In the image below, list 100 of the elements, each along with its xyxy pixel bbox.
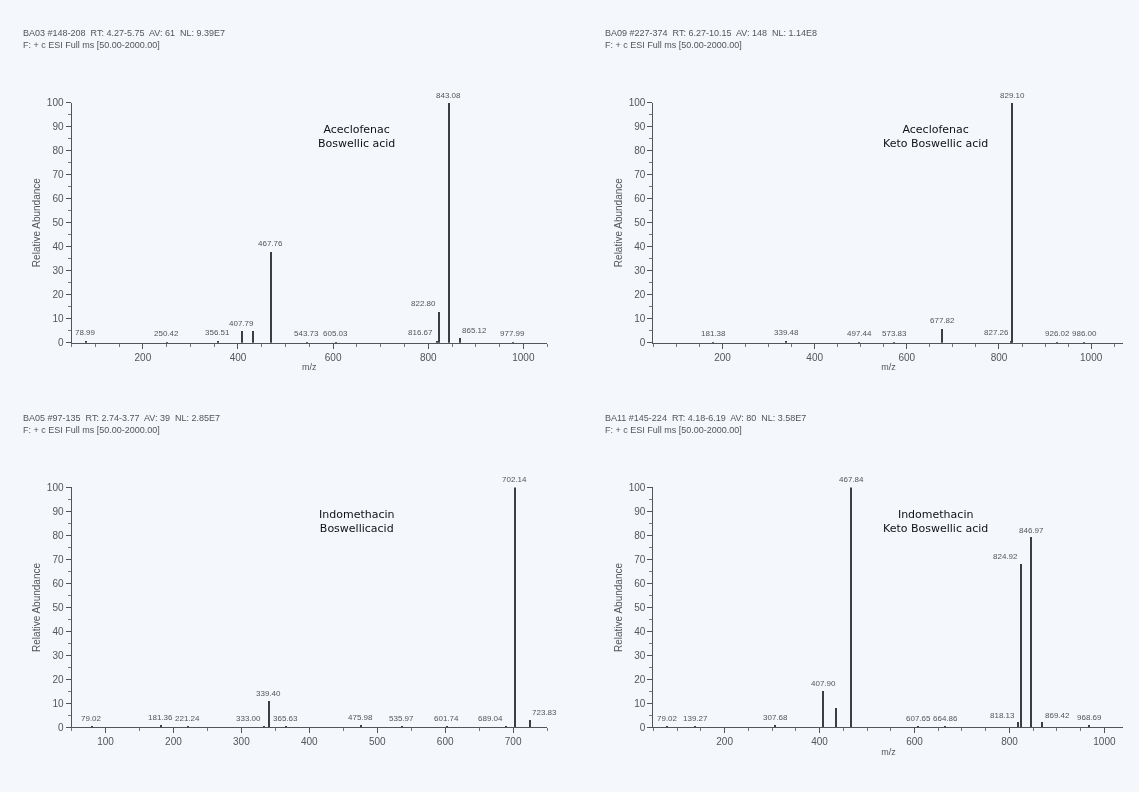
annotation: 865.12: [462, 326, 488, 335]
x-tick-label: 1000: [1093, 736, 1116, 748]
chart-title: BA05 #97-135 RT: 2.74-3.77 AV: 39 NL: 2.85E7: [23, 413, 220, 423]
annotation: 689.04: [478, 714, 504, 723]
annotation: 818.13: [990, 711, 1016, 720]
annotation: 339.48: [774, 328, 800, 337]
annotation: 827.26: [984, 328, 1010, 337]
x-tick-label: 400: [811, 736, 829, 748]
y-tick-label: 60: [52, 193, 64, 205]
annotation: 829.10: [1000, 91, 1026, 100]
chart-subtitle: F: + c ESI Full ms [50.00-2000.00]: [605, 39, 742, 50]
annotation: 467.76: [258, 239, 284, 248]
y-tick-label: 20: [52, 289, 64, 301]
y-tick-label: 70: [52, 169, 64, 181]
annotation: 475.98: [348, 713, 374, 722]
chart-subtitle: F: + c ESI Full ms [50.00-2000.00]: [605, 424, 742, 435]
y-tick-label: 60: [634, 577, 646, 589]
annotation: 339.40: [256, 689, 282, 698]
y-tick-label: 100: [46, 97, 64, 109]
annotation: 605.03: [323, 329, 349, 338]
x-tick-label: 600: [436, 736, 454, 748]
annotation: 407.90: [811, 679, 837, 688]
y-tick-label: 90: [634, 505, 646, 517]
annotation: Aceclofenac Keto Boswellic acid: [883, 123, 989, 151]
annotation: 664.86: [933, 714, 959, 723]
y-tick-label: 90: [52, 121, 64, 133]
y-tick-label: 100: [46, 481, 64, 493]
y-tick-label: 30: [634, 649, 646, 661]
annotation: 181.38: [701, 329, 727, 338]
annotation: 702.14: [502, 475, 528, 484]
annotation: 977.99: [500, 329, 526, 338]
y-tick-label: 50: [52, 217, 64, 229]
y-tick-label: 70: [634, 553, 646, 565]
x-tick-label: 1000: [1080, 351, 1103, 363]
y-tick-label: 50: [634, 601, 646, 613]
annotation: 407.79: [229, 319, 255, 328]
x-tick-label: 600: [898, 351, 916, 363]
x-tick-label: 800: [1001, 736, 1019, 748]
y-tick-label: 30: [52, 649, 64, 661]
x-tick-label: 700: [504, 736, 522, 748]
annotation: 843.08: [436, 91, 462, 100]
annotation: 723.83: [532, 708, 558, 717]
annotation: 846.97: [1019, 526, 1045, 535]
chart-subtitle: F: + c ESI Full ms [50.00-2000.00]: [23, 424, 160, 435]
annotation: 968.69: [1077, 713, 1103, 722]
x-tick-label: 600: [906, 736, 924, 748]
y-tick-label: 0: [639, 337, 646, 349]
y-tick-label: 90: [634, 121, 646, 133]
y-tick-label: 20: [634, 289, 646, 301]
y-tick-label: 80: [52, 529, 64, 541]
y-tick-label: 30: [52, 265, 64, 277]
y-axis-title: Relative Abundance: [612, 562, 624, 652]
y-tick-label: 20: [52, 673, 64, 685]
annotation: 869.42: [1045, 711, 1071, 720]
y-axis-title: Relative Abundance: [30, 177, 42, 268]
annotation: 467.84: [839, 475, 865, 484]
annotation: Indomethacin Keto Boswellic acid: [883, 508, 989, 536]
y-axis-title: Relative Abundance: [30, 562, 42, 652]
chart-title: BA09 #227-374 RT: 6.27-10.15 AV: 148 NL: 1.14E8: [605, 28, 817, 38]
y-tick-label: 100: [628, 97, 646, 109]
y-axis-title: Relative Abundance: [612, 177, 624, 268]
annotation: 822.80: [411, 299, 437, 308]
y-tick-label: 0: [639, 721, 646, 733]
annotation: 365.63: [273, 714, 299, 723]
x-axis-title: m/z: [881, 362, 897, 373]
y-tick-label: 10: [52, 313, 64, 325]
x-tick-label: 100: [97, 736, 115, 748]
y-tick-label: 10: [634, 313, 646, 325]
chart-title: BA11 #145-224 RT: 4.18-6.19 AV: 80 NL: 3.58E7: [605, 413, 807, 423]
y-tick-label: 40: [52, 625, 64, 637]
annotation: 926.02: [1045, 329, 1071, 338]
x-tick-label: 1000: [512, 351, 535, 363]
y-tick-label: 60: [634, 193, 646, 205]
annotation: 986.00: [1072, 329, 1098, 338]
y-tick-label: 50: [634, 217, 646, 229]
annotation: 181.36: [148, 713, 174, 722]
chart-title: BA03 #148-208 RT: 4.27-5.75 AV: 61 NL: 9.39E7: [23, 28, 225, 38]
annotation: 333.00: [236, 714, 262, 723]
annotation: 250.42: [154, 329, 180, 338]
y-tick-label: 40: [634, 241, 646, 253]
y-tick-label: 60: [52, 577, 64, 589]
x-tick-label: 300: [233, 736, 251, 748]
annotation: 607.65: [906, 714, 932, 723]
y-tick-label: 10: [634, 697, 646, 709]
x-tick-label: 200: [134, 351, 152, 363]
x-tick-label: 400: [806, 351, 824, 363]
x-tick-label: 200: [716, 736, 734, 748]
annotation: 816.67: [408, 328, 434, 337]
annotation: 356.51: [205, 328, 231, 337]
y-tick-label: 100: [628, 481, 646, 493]
annotation: 139.27: [683, 714, 709, 723]
annotation: 601.74: [434, 714, 460, 723]
y-tick-label: 70: [52, 553, 64, 565]
y-tick-label: 20: [634, 673, 646, 685]
annotation: 307.68: [763, 713, 789, 722]
y-tick-label: 40: [634, 625, 646, 637]
y-tick-label: 30: [634, 265, 646, 277]
annotation: Aceclofenac Boswellic acid: [318, 123, 396, 151]
x-axis-title: m/z: [302, 362, 318, 373]
y-tick-label: 0: [57, 721, 64, 733]
